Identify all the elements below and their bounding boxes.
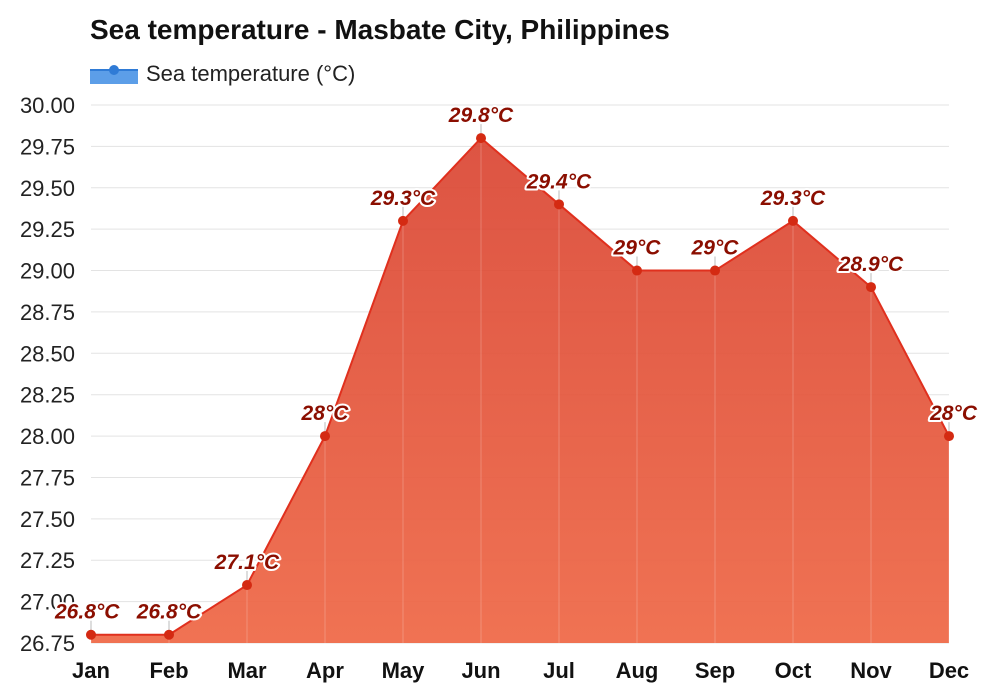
data-label: 28°C <box>301 402 350 425</box>
y-tick-label: 27.75 <box>20 465 75 490</box>
x-tick-label: Jan <box>72 658 110 683</box>
x-tick-label: Aug <box>616 658 659 683</box>
data-point[interactable] <box>476 133 486 144</box>
x-tick-label: Sep <box>695 658 735 683</box>
data-label: 28°C <box>929 402 978 425</box>
x-tick-label: Apr <box>306 658 344 683</box>
y-tick-label: 29.75 <box>20 134 75 159</box>
x-tick-label: Jul <box>543 658 575 683</box>
y-tick-label: 27.25 <box>20 548 75 573</box>
chart-title: Sea temperature - Masbate City, Philippi… <box>90 14 670 45</box>
legend-label: Sea temperature (°C) <box>146 61 356 86</box>
y-tick-label: 28.50 <box>20 341 75 366</box>
x-tick-label: Feb <box>149 658 188 683</box>
data-point[interactable] <box>788 215 798 226</box>
data-points <box>86 124 954 640</box>
y-tick-label: 29.00 <box>20 259 75 284</box>
x-axis-ticks: Jan Feb Mar Apr May Jun Jul Aug Sep Oct Nov Dec <box>72 658 969 683</box>
data-point[interactable] <box>242 580 252 591</box>
x-tick-label: Mar <box>227 658 267 683</box>
y-tick-label: 28.25 <box>20 383 75 408</box>
data-label: 29.3°C <box>760 187 826 210</box>
y-tick-label: 30.00 <box>20 93 75 118</box>
data-point[interactable] <box>632 265 642 276</box>
data-point[interactable] <box>554 199 564 210</box>
data-label: 27.1°C <box>214 551 280 574</box>
legend[interactable]: Sea temperature (°C) <box>90 60 355 88</box>
data-label: 26.8°C <box>136 601 202 624</box>
y-axis-ticks: 30.00 29.75 29.50 29.25 29.00 28.75 28.50 28.25… <box>20 93 75 656</box>
legend-swatch-icon <box>90 60 138 88</box>
x-tick-label: Dec <box>929 658 969 683</box>
y-tick-label: 28.00 <box>20 424 75 449</box>
y-tick-label: 26.75 <box>20 631 75 656</box>
data-point[interactable] <box>320 431 330 442</box>
data-point[interactable] <box>164 629 174 640</box>
data-label: 28.9°C <box>838 253 904 276</box>
x-tick-label: Jun <box>461 658 500 683</box>
data-point[interactable] <box>86 629 96 640</box>
y-tick-label: 28.75 <box>20 300 75 325</box>
data-label: 29.3°C <box>370 187 436 210</box>
x-grid-lines <box>90 138 950 643</box>
x-tick-label: May <box>382 658 426 683</box>
series-line <box>91 136 950 636</box>
data-label: 29.4°C <box>526 170 592 193</box>
data-labels: 26.8°C 26.8°C 27.1°C 28°C 29.3°C 29.8°C 29.4°C… <box>52 102 980 626</box>
y-tick-label: 27.50 <box>20 507 75 532</box>
area-fill <box>91 138 949 643</box>
data-label: 29°C <box>691 237 740 260</box>
data-point[interactable] <box>944 431 954 442</box>
data-label: 26.8°C <box>54 601 120 624</box>
data-point[interactable] <box>710 265 720 276</box>
data-label: 29°C <box>613 237 662 260</box>
area-series <box>91 136 950 643</box>
x-tick-label: Oct <box>775 658 812 683</box>
data-point[interactable] <box>866 282 876 293</box>
x-tick-label: Nov <box>850 658 892 683</box>
data-label: 29.8°C <box>448 104 514 127</box>
y-tick-label: 29.25 <box>20 217 75 242</box>
y-tick-label: 29.50 <box>20 176 75 201</box>
data-point[interactable] <box>398 215 408 226</box>
y-tick-label: 27.00 <box>20 590 75 615</box>
